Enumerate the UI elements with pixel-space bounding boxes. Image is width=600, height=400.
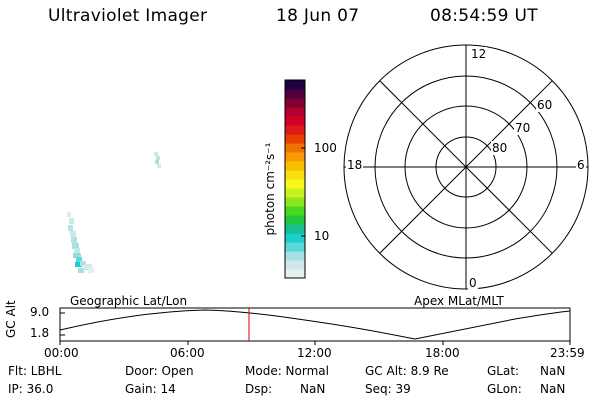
orbit-frame <box>59 307 571 342</box>
polar-lat-label-80: 80 <box>491 141 509 155</box>
info-mode: Mode: Normal <box>245 364 329 378</box>
orbit-xtick-0000: 00:00 <box>44 346 79 360</box>
polar-lat-label-60: 60 <box>536 98 554 112</box>
polar-projection-label: Apex MLat/MLT <box>414 294 504 308</box>
info-glon-value: NaN <box>540 382 566 396</box>
colorbar-frame <box>284 79 306 279</box>
colorbar-cell <box>285 107 305 117</box>
colorbar-cell <box>285 116 305 126</box>
orbit-xtick-1800: 18:00 <box>425 346 460 360</box>
colorbar-cell <box>285 260 305 270</box>
colorbar-cell <box>285 80 305 90</box>
altitude-curve <box>59 309 571 340</box>
polar-label-0: 0 <box>468 276 478 290</box>
colorbar-cell <box>285 134 305 144</box>
colorbar-cell <box>285 224 305 234</box>
colorbar-cell <box>285 98 305 108</box>
info-door: Door: Open <box>125 364 194 378</box>
info-dsp-label: Dsp: <box>245 382 273 396</box>
orbit-xtick-1200: 12:00 <box>297 346 332 360</box>
info-glat-label: GLat: <box>487 364 520 378</box>
polar-label-18: 18 <box>346 158 364 172</box>
auroral-image <box>67 152 161 273</box>
info-gain: Gain: 14 <box>125 382 176 396</box>
orbit-plot <box>59 307 571 345</box>
colorbar <box>284 79 306 279</box>
colorbar-cell <box>285 197 305 207</box>
colorbar-cell <box>285 143 305 153</box>
emission-patch-upper <box>154 152 161 168</box>
orbit-xtick-0600: 06:00 <box>170 346 205 360</box>
info-ip: IP: 36.0 <box>8 382 54 396</box>
colorbar-cell <box>285 161 305 171</box>
colorbar-tick-label: 10 <box>314 229 330 243</box>
colorbar-cell <box>285 242 305 252</box>
polar-lat-label-70: 70 <box>514 121 532 135</box>
colorbar-cell <box>285 251 305 261</box>
observation-date: 18 Jun 07 <box>276 6 360 26</box>
colorbar-cell <box>285 179 305 189</box>
info-glat-value: NaN <box>540 364 566 378</box>
emission-patch-lower <box>67 212 94 273</box>
colorbar-cell <box>285 170 305 180</box>
orbit-ylabel: GC Alt <box>4 300 18 338</box>
polar-label-6: 6 <box>576 158 586 172</box>
colorbar-cell <box>285 206 305 216</box>
info-dsp-value: NaN <box>300 382 326 396</box>
orbit-ytick-high: 9.0 <box>30 305 50 319</box>
map-projection-label: Geographic Lat/Lon <box>70 294 188 308</box>
colorbar-unit-label: photon cm⁻²s⁻¹ <box>263 142 277 236</box>
colorbar-cell <box>285 188 305 198</box>
info-glon-label: GLon: <box>487 382 522 396</box>
colorbar-cell <box>285 233 305 243</box>
colorbar-cell <box>285 215 305 225</box>
colorbar-tick-label: 100 <box>314 141 337 155</box>
info-filter: Flt: LBHL <box>8 364 62 378</box>
polar-diagonal-b <box>379 80 553 254</box>
info-gc-alt: GC Alt: 8.9 Re <box>365 364 449 378</box>
polar-grid <box>343 44 589 290</box>
instrument-title: Ultraviolet Imager <box>48 6 208 26</box>
orbit-xtick-2359: 23:59 <box>550 346 585 360</box>
observation-time: 08:54:59 UT <box>430 6 538 26</box>
colorbar-cell <box>285 89 305 99</box>
colorbar-cell <box>285 125 305 135</box>
colorbar-cell <box>285 269 305 279</box>
info-seq: Seq: 39 <box>365 382 411 396</box>
colorbar-cell <box>285 152 305 162</box>
orbit-ytick-low: 1.8 <box>30 326 50 340</box>
polar-label-12: 12 <box>470 47 488 61</box>
